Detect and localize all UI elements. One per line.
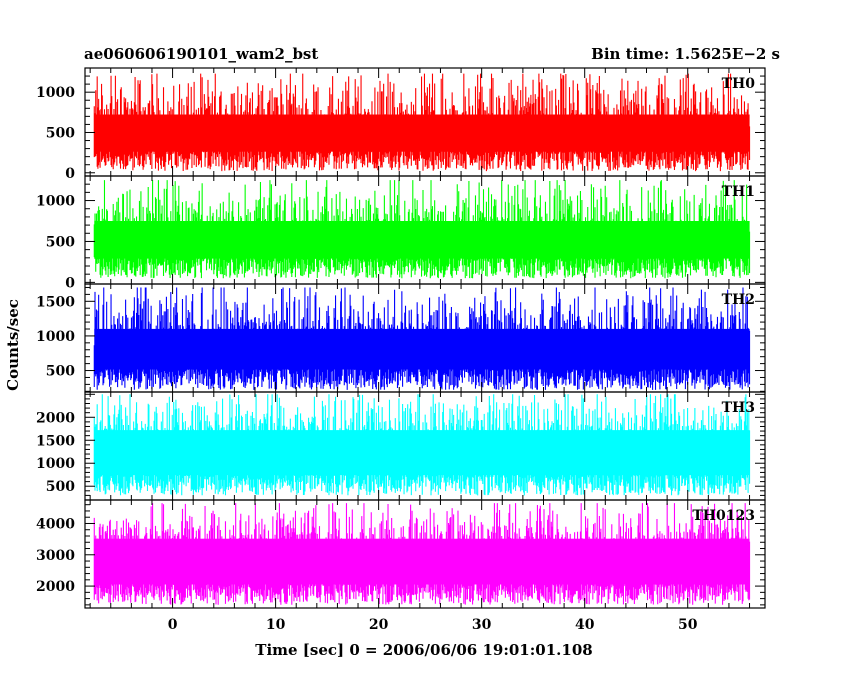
y-tick-label: 3000	[36, 548, 75, 564]
panel-th3: 500 1000 1500 2000 TH3	[36, 391, 766, 501]
chart-title: ae060606190101_wam2_bst	[84, 45, 318, 63]
y-tick-label: 2000	[36, 579, 75, 595]
panel-label-th2: TH2	[722, 292, 755, 308]
y-tick-label: 1500	[36, 294, 75, 310]
panel-th0: 0 500 1000 TH0	[36, 67, 766, 182]
series-band-th1	[94, 221, 750, 259]
panel-th0123: 2000 3000 4000 TH0123	[36, 499, 766, 609]
y-axis-title: Counts/sec	[4, 299, 22, 391]
panel-label-th1: TH1	[722, 184, 755, 200]
y-tick-label: 1000	[36, 456, 75, 472]
x-tick-label: 10	[266, 617, 286, 633]
panel-label-th3: TH3	[722, 400, 755, 416]
y-tick-label: 1500	[36, 433, 75, 449]
y-tick-label: 1000	[36, 85, 75, 101]
x-tick-label: 20	[369, 617, 389, 633]
panel-label-th0123: TH0123	[692, 508, 755, 524]
y-tick-label: 1000	[36, 194, 75, 210]
bin-time-label: Bin time: 1.5625E−2 s	[591, 45, 780, 63]
x-tick-label: 50	[678, 617, 698, 633]
panel-th2: 500 1000 1500 TH2	[36, 283, 766, 393]
series-band-th2	[94, 328, 750, 370]
y-tick-label: 1000	[36, 329, 75, 345]
series-band-th0	[94, 114, 750, 152]
x-tick-label: 40	[575, 617, 595, 633]
y-tick-label: 500	[46, 234, 75, 250]
y-tick-label: 0	[65, 166, 75, 182]
y-tick-label: 500	[46, 364, 75, 380]
y-tick-label: 500	[46, 479, 75, 495]
y-tick-label: 2000	[36, 410, 75, 426]
panel-th1: 0 500 1000 TH1	[36, 175, 766, 291]
x-tick-label: 30	[472, 617, 492, 633]
x-axis-title: Time [sec] 0 = 2006/06/06 19:01:01.108	[255, 641, 592, 659]
y-tick-label: 500	[46, 125, 75, 141]
x-tick-label: 0	[168, 617, 178, 633]
series-band-th0123	[94, 538, 750, 585]
series-band-th3	[94, 430, 750, 476]
panel-frame	[84, 499, 766, 609]
y-tick-label: 0	[65, 275, 75, 291]
y-tick-label: 4000	[36, 516, 75, 532]
panel-label-th0: TH0	[722, 76, 756, 92]
